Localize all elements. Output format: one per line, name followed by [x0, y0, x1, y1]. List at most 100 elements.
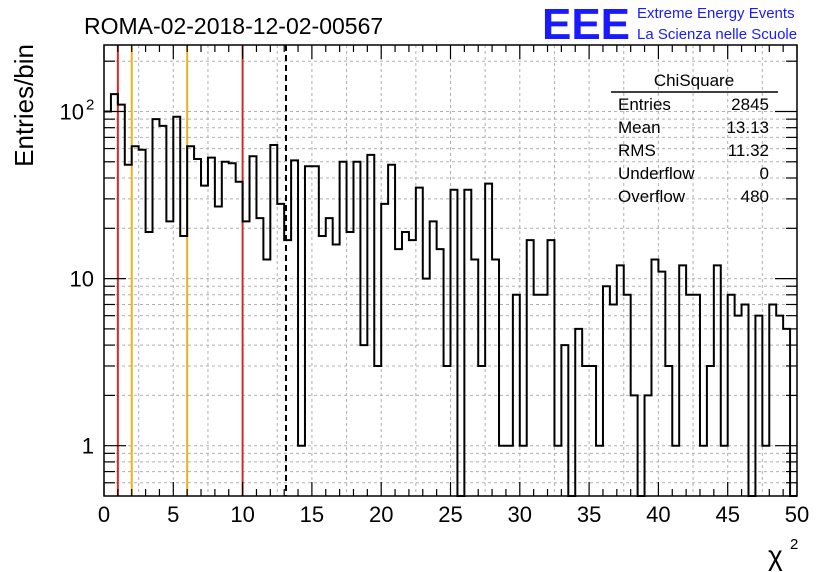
- histogram-bin: [166, 221, 173, 496]
- histogram-bin: [617, 265, 624, 496]
- histogram-bin: [374, 366, 381, 496]
- histogram-bin: [353, 162, 360, 496]
- histogram-bin: [201, 186, 208, 496]
- histogram-bin: [409, 240, 416, 496]
- histogram-bin: [651, 260, 658, 496]
- histogram-bin: [243, 221, 250, 496]
- reference-lines: [116, 45, 287, 496]
- histogram-bin: [735, 316, 742, 496]
- histogram-bin: [742, 304, 749, 496]
- y-tick-label: 10: [70, 267, 94, 292]
- histogram-bin: [554, 446, 561, 496]
- histogram-bin: [541, 295, 548, 496]
- histogram-bin: [173, 117, 180, 496]
- histogram-bin: [291, 160, 298, 496]
- histogram-bin: [686, 295, 693, 496]
- histogram-bin: [478, 366, 485, 496]
- histogram-bin: [104, 111, 111, 496]
- stats-row: Entries 2845: [618, 95, 769, 114]
- x-tick-label: 40: [646, 502, 670, 527]
- x-tick-label: 30: [508, 502, 532, 527]
- histogram-bin: [672, 446, 679, 496]
- x-tick-label: 50: [785, 502, 809, 527]
- stats-row-label: Entries: [618, 95, 671, 114]
- stats-title: ChiSquare: [654, 71, 734, 90]
- histogram-bin: [270, 145, 277, 496]
- x-tick-label: 15: [300, 502, 324, 527]
- histogram-bin: [610, 304, 617, 496]
- x-axis-label-symbol: χ: [768, 540, 783, 571]
- histogram-bin: [118, 105, 125, 496]
- histogram-bin: [534, 295, 541, 496]
- y-tick-label-base: 10: [60, 99, 84, 124]
- x-tick-label: 25: [438, 502, 462, 527]
- histogram-bin: [596, 446, 603, 496]
- x-tick-label: 20: [369, 502, 393, 527]
- histogram-bin: [284, 240, 291, 496]
- stats-row-label: RMS: [618, 141, 656, 160]
- histogram-bin: [236, 182, 243, 496]
- histogram-bin: [326, 218, 333, 496]
- histogram-bin: [194, 159, 201, 496]
- histogram-bin: [624, 295, 631, 496]
- statistics-box: ChiSquare Entries 2845 Mean 13.13 RMS 11.32 Un…: [611, 71, 778, 206]
- stats-row-value: 11.32: [728, 141, 769, 160]
- histogram-bin: [665, 366, 672, 496]
- histogram-bin: [146, 232, 153, 496]
- histogram-bin: [381, 204, 388, 496]
- x-tick-label: 10: [230, 502, 254, 527]
- x-tick-label: 5: [167, 502, 179, 527]
- histogram-bin: [159, 126, 166, 496]
- histogram-bin: [340, 162, 347, 496]
- histogram-bin: [603, 286, 610, 496]
- histogram-bin: [645, 395, 652, 496]
- histogram-bin: [229, 163, 236, 496]
- y-axis-label: Entries/bin: [9, 44, 39, 167]
- eee-logo-mark: EEE: [542, 0, 630, 49]
- stats-row: Underflow 0: [618, 164, 769, 183]
- x-tick-label: 0: [98, 502, 110, 527]
- axes: [103, 44, 798, 497]
- histogram-bin: [222, 162, 229, 496]
- x-tick-label: 45: [715, 502, 739, 527]
- histogram-bin: [139, 150, 146, 496]
- histogram-bin: [499, 446, 506, 496]
- histogram-bin: [256, 218, 263, 496]
- histogram-bin: [548, 240, 555, 496]
- histogram-bin: [319, 236, 326, 496]
- histogram-bin: [561, 345, 568, 496]
- eee-logo: EEE Extreme Energy Events La Scienza nel…: [542, 0, 797, 49]
- grid-lines: [104, 45, 797, 496]
- histogram-bin: [658, 272, 665, 496]
- y-tick-label-exponent: 2: [86, 96, 94, 113]
- stats-row-value: 2845: [731, 95, 769, 114]
- histogram-bin: [755, 316, 762, 496]
- stats-row-label: Mean: [618, 118, 661, 137]
- histogram-bin: [520, 446, 527, 496]
- histogram-bin: [263, 260, 270, 496]
- histogram-bin: [367, 155, 374, 496]
- histogram-bins: [104, 93, 797, 497]
- histogram-bin: [312, 166, 319, 496]
- histogram-bin: [575, 329, 582, 496]
- histogram-bin: [125, 165, 132, 496]
- histogram-bin: [721, 446, 728, 496]
- histogram-bin: [464, 190, 471, 496]
- histogram-bin: [776, 316, 783, 496]
- stats-row-label: Overflow: [618, 187, 686, 206]
- histogram-bin: [132, 146, 139, 496]
- stats-row-label: Underflow: [618, 164, 695, 183]
- histogram-bin: [707, 366, 714, 496]
- x-tick-label: 35: [577, 502, 601, 527]
- stats-row: RMS 11.32: [618, 141, 769, 160]
- histogram-bin: [187, 146, 194, 496]
- stats-row: Mean 13.13: [618, 118, 769, 137]
- histogram-bin: [728, 295, 735, 496]
- histogram-bin: [769, 304, 776, 496]
- stats-row: Overflow 480: [618, 187, 769, 206]
- histogram-bin: [277, 204, 284, 496]
- histogram-bin: [485, 184, 492, 496]
- histogram-bin: [506, 446, 513, 496]
- histogram-bin: [714, 265, 721, 496]
